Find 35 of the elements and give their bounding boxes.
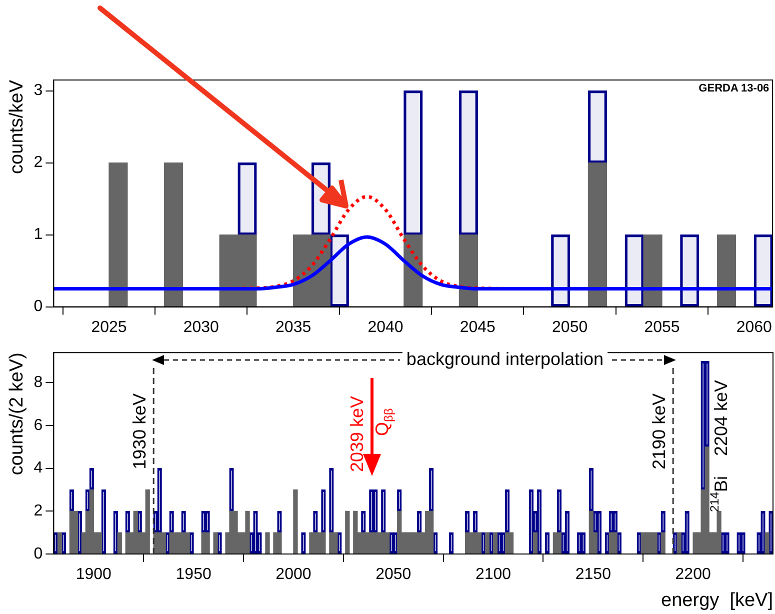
x-tick-label: 2025 [91, 318, 127, 336]
annotation: 214Bi [707, 476, 731, 512]
x-tick-label: 1950 [176, 566, 212, 584]
annotation: GERDA 13-06 [698, 82, 770, 95]
annotation: 2039 keV [346, 396, 367, 472]
y-axis-title: counts/keV [6, 80, 28, 174]
x-axis-title: energy [keV] [661, 590, 773, 611]
y-tick-label: 3 [34, 82, 43, 100]
ref-line-label: 2190 keV [649, 393, 670, 470]
y-tick-label: 4 [34, 460, 43, 477]
x-tick-label: 2150 [575, 566, 612, 584]
x-tick-label: 2030 [183, 318, 220, 336]
x-tick-label: 2045 [460, 318, 496, 336]
x-tick-label: 1900 [76, 566, 112, 584]
y-tick-label: 0 [34, 545, 43, 562]
x-tick-label: 2200 [675, 566, 711, 584]
x-tick-label: 2040 [368, 318, 404, 336]
x-tick-label: 2050 [552, 318, 588, 336]
y-tick-label: 0 [34, 298, 43, 316]
x-tick-label: 2055 [644, 318, 680, 336]
y-tick-label: 6 [34, 416, 43, 434]
annotation: background interpolation [406, 348, 604, 369]
x-tick-label: 2060 [736, 318, 772, 336]
x-tick-label: 2035 [276, 318, 312, 336]
x-tick-label: 2100 [475, 566, 512, 584]
annotation: Qββ [372, 408, 396, 436]
y-tick-label: 2 [34, 502, 43, 520]
y-axis-title: counts/(2 keV) [6, 352, 28, 476]
x-tick-label: 2050 [376, 566, 412, 584]
y-tick-label: 8 [34, 374, 43, 391]
ref-line-label: 1930 keV [130, 393, 150, 470]
y-tick-label: 1 [34, 226, 43, 244]
annotation: 2204 keV [710, 380, 731, 456]
x-tick-label: 2000 [276, 566, 312, 584]
y-tick-label: 2 [34, 154, 43, 172]
